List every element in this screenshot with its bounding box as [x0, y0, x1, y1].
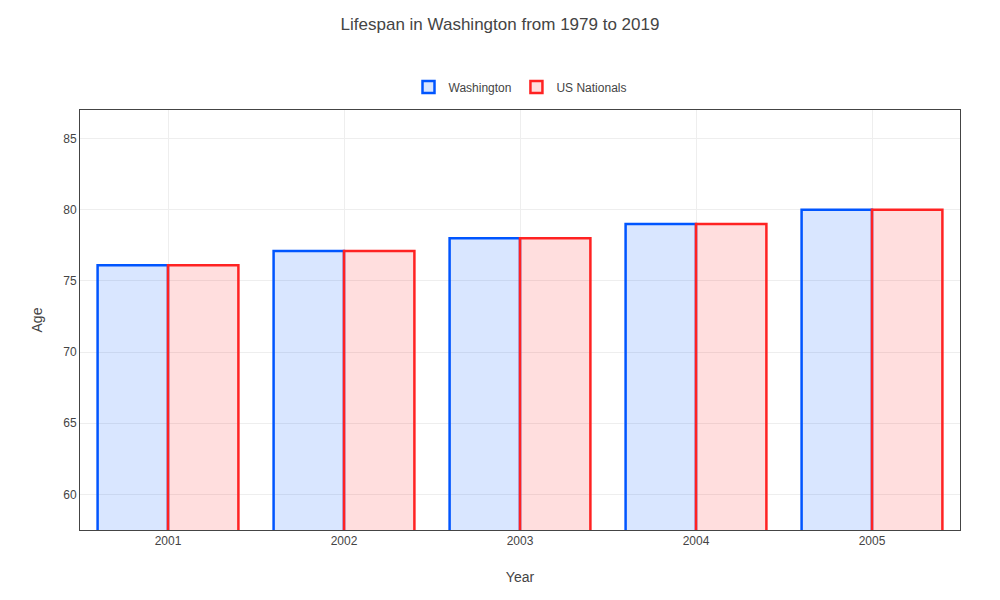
svg-text:70: 70 — [63, 345, 77, 359]
svg-text:85: 85 — [63, 132, 77, 146]
svg-text:2002: 2002 — [331, 534, 358, 548]
svg-text:75: 75 — [63, 274, 77, 288]
svg-text:2004: 2004 — [683, 534, 710, 548]
svg-text:60: 60 — [63, 488, 77, 502]
svg-text:US Nationals: US Nationals — [556, 81, 626, 95]
svg-text:2005: 2005 — [859, 534, 886, 548]
svg-text:2001: 2001 — [155, 534, 182, 548]
svg-text:80: 80 — [63, 203, 77, 217]
svg-text:Age: Age — [29, 307, 45, 332]
svg-text:Washington: Washington — [449, 81, 512, 95]
svg-text:2003: 2003 — [507, 534, 534, 548]
svg-text:Lifespan in Washington from 19: Lifespan in Washington from 1979 to 2019 — [341, 15, 660, 34]
svg-text:65: 65 — [63, 416, 77, 430]
svg-text:Year: Year — [506, 569, 535, 585]
